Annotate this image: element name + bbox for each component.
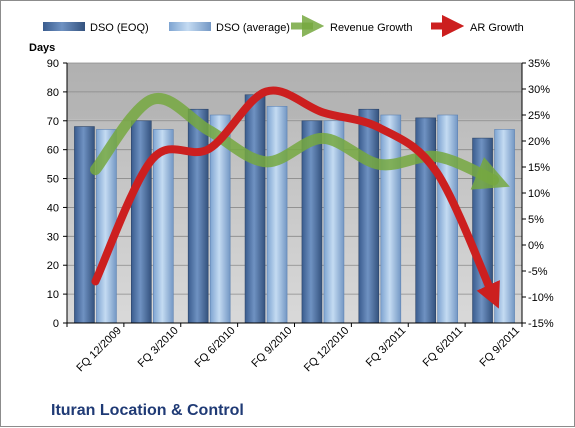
legend-label-dso-eoq: DSO (EOQ)	[90, 22, 149, 34]
y2-tick-label: -5%	[528, 266, 548, 278]
bar-dso-eoq	[74, 126, 95, 324]
bar-dso-eoq	[358, 108, 380, 324]
y2-tick-label: 25%	[528, 110, 550, 122]
y-axis-title: Days	[29, 42, 55, 54]
y2-tick-label: 35%	[528, 58, 550, 70]
line-ar-growth	[91, 86, 500, 309]
bar-dso-average	[323, 120, 345, 324]
y-tick-label: 90	[47, 58, 59, 70]
legend-label-revenue-growth: Revenue Growth	[330, 22, 413, 34]
y2-tick-label: -15%	[528, 318, 554, 330]
x-tick-label: FQ 3/2011	[364, 325, 409, 370]
x-tick-label: FQ 6/2011	[421, 325, 466, 370]
x-tick-label: FQ 9/2011	[477, 325, 522, 370]
y-tick-label: 0	[53, 318, 59, 330]
y-tick-label: 40	[47, 202, 59, 214]
legend: DSO (EOQ) DSO (average) Revenue Growth A…	[43, 14, 524, 38]
y2-tick-label: 30%	[528, 84, 550, 96]
y-tick-label: 50	[47, 174, 59, 186]
bar-dso-average	[380, 114, 402, 324]
bar-dso-eoq	[187, 108, 209, 324]
y-tick-label: 20	[47, 260, 59, 272]
y-tick-label: 10	[47, 289, 59, 301]
bar-dso-average	[266, 106, 288, 324]
x-tick-label: FQ 3/2010	[136, 325, 181, 370]
bar-dso-average	[437, 114, 458, 324]
x-tick-label: FQ 12/2010	[302, 325, 352, 375]
bar-dso-eoq	[131, 120, 152, 324]
y2-tick-label: 0%	[528, 240, 544, 252]
y2-tick-label: 10%	[528, 188, 550, 200]
bar-dso-average	[494, 129, 515, 324]
y-tick-label: 30	[47, 231, 59, 243]
y-tick-label: 80	[47, 87, 59, 99]
growth-lines	[89, 86, 510, 309]
legend-swatch-dso-average	[169, 22, 211, 31]
x-tick-label: FQ 9/2010	[249, 325, 294, 370]
bar-dso-eoq	[301, 120, 323, 324]
y2-tick-label: 20%	[528, 136, 550, 148]
legend-swatch-dso-eoq	[43, 22, 85, 31]
y2-tick-label: 15%	[528, 162, 550, 174]
legend-label-ar-growth: AR Growth	[470, 22, 524, 34]
y2-tick-label: 5%	[528, 214, 544, 226]
x-tick-label: FQ 6/2010	[193, 325, 238, 370]
chart-title: Ituran Location & Control	[51, 402, 244, 419]
legend-label-dso-average: DSO (average)	[216, 22, 290, 34]
bar-dso-eoq	[244, 94, 266, 324]
y-tick-label: 70	[47, 116, 59, 128]
x-tick-label: FQ 12/2009	[74, 325, 124, 375]
y-tick-label: 60	[47, 145, 59, 157]
y2-tick-label: -10%	[528, 292, 554, 304]
